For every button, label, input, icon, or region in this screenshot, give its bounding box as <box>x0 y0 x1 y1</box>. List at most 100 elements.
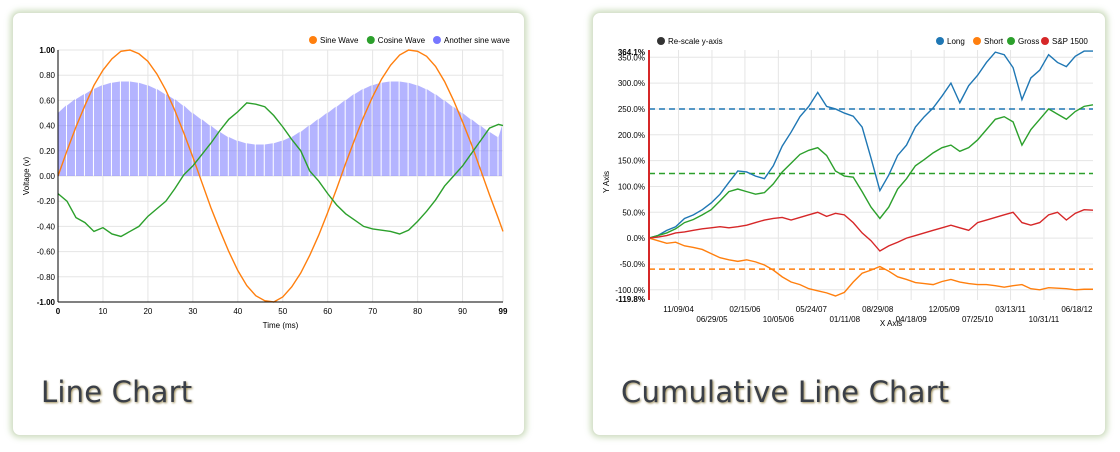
area-segment <box>408 82 417 176</box>
area-segment <box>201 119 210 176</box>
area-segment <box>336 100 345 176</box>
x-tick-label: 70 <box>368 307 377 316</box>
area-segment <box>192 113 201 176</box>
area-segment <box>102 82 111 176</box>
x-tick-label: 10/05/06 <box>763 315 795 324</box>
legend-marker[interactable] <box>309 36 317 44</box>
legend-item-label[interactable]: S&P 1500 <box>1052 37 1088 46</box>
x-axis-label: X Axis <box>880 319 902 328</box>
legend-marker[interactable] <box>433 36 441 44</box>
legend-item-label[interactable]: Gross <box>1018 37 1039 46</box>
x-tick-label: 06/18/12 <box>1061 305 1093 314</box>
area-segment <box>444 100 453 176</box>
area-segment <box>165 94 174 176</box>
area-segment <box>282 136 291 176</box>
area-segment <box>255 144 264 176</box>
legend: Sine Wave Cosine Wave Another sine wave <box>309 36 510 45</box>
area-segment <box>372 82 381 176</box>
area-segment <box>327 106 336 176</box>
area-segment <box>435 94 444 176</box>
area-segment <box>318 113 327 176</box>
area-segment <box>363 85 372 176</box>
x-tick-label: 02/15/06 <box>729 305 761 314</box>
y-max-label: 364.1% <box>618 48 645 57</box>
y-tick-label: -100.0% <box>615 286 645 295</box>
area-segment <box>354 89 363 176</box>
area-segment <box>273 140 282 176</box>
area-segment <box>156 89 165 176</box>
area-segment <box>426 89 435 176</box>
y-tick-label: 0.00 <box>39 172 55 181</box>
area-segment <box>93 85 102 176</box>
y-tick-label: 300.0% <box>618 79 645 88</box>
area-segment <box>462 113 471 176</box>
rescale-toggle-icon[interactable] <box>657 37 665 45</box>
x-tick-label: 06/29/05 <box>696 315 728 324</box>
series-line-gross <box>648 104 1094 239</box>
y-tick-label: 1.00 <box>39 46 55 55</box>
x-tick-label: 07/25/10 <box>962 315 994 324</box>
area-segment <box>480 125 489 176</box>
series-line-s-p-1500 <box>648 208 1094 252</box>
series-line-sine-wave <box>57 49 504 303</box>
y-tick-label: 100.0% <box>618 182 645 191</box>
x-tick-label: 99 <box>499 307 508 316</box>
area-segment <box>417 85 426 176</box>
area-segment <box>498 125 502 176</box>
legend-item-label[interactable]: Short <box>984 37 1004 46</box>
x-tick-label: 60 <box>323 307 332 316</box>
x-tick-label: 04/18/09 <box>896 315 928 324</box>
area-segment <box>300 125 309 176</box>
area-segment <box>489 131 498 176</box>
y-tick-label: 150.0% <box>618 157 645 166</box>
area-segment <box>138 82 147 176</box>
area-segment <box>219 131 228 176</box>
legend-marker[interactable] <box>973 37 981 45</box>
card-title-cumulative-line-chart[interactable]: Cumulative Line Chart <box>621 375 950 409</box>
legend-marker[interactable] <box>1007 37 1015 45</box>
y-tick-label: 0.80 <box>39 71 55 80</box>
line-chart-svg: -1.00 -0.80 -0.60 -0.40 -0.20 0.00 0.20 0.40 0.6… <box>22 36 510 330</box>
card-title-line-chart[interactable]: Line Chart <box>41 375 193 409</box>
area-segment <box>84 89 93 176</box>
series-line-long <box>648 50 1093 239</box>
area-segment <box>174 99 183 176</box>
legend-marker[interactable] <box>1041 37 1049 45</box>
y-tick-label: 0.40 <box>39 122 55 131</box>
x-tick-label: 11/09/04 <box>663 305 694 314</box>
x-tick-label: 30 <box>188 307 197 316</box>
legend-item-label[interactable]: Cosine Wave <box>378 36 426 45</box>
x-tick-label: 03/13/11 <box>995 305 1026 314</box>
area-segment <box>399 81 408 176</box>
cumulative-line-chart-card[interactable]: -100.0% -50.0% 0.0% 50.0% 100.0% 150.0% 200.0%… <box>592 12 1106 436</box>
area-segment <box>246 143 255 176</box>
x-tick-label: 08/29/08 <box>862 305 894 314</box>
area-segment <box>291 131 300 176</box>
y-tick-label: 200.0% <box>618 131 645 140</box>
legend-item-label[interactable]: Long <box>947 37 965 46</box>
series-line-cosine-wave <box>57 102 504 238</box>
x-tick-label: 80 <box>413 307 422 316</box>
legend-marker[interactable] <box>936 37 944 45</box>
area-segment <box>264 143 273 176</box>
x-tick-label: 10/31/11 <box>1029 315 1060 324</box>
y-tick-label: 0.0% <box>627 234 645 243</box>
legend: Long Short Gross S&P 1500 <box>936 37 1088 46</box>
x-axis-label: Time (ms) <box>263 321 299 330</box>
x-tick-label: 10 <box>98 307 107 316</box>
legend-item-label[interactable]: Another sine wave <box>444 36 510 45</box>
area-segment <box>453 106 462 176</box>
area-segment <box>120 81 129 176</box>
legend-marker[interactable] <box>366 36 375 44</box>
area-segment <box>237 140 246 176</box>
y-tick-label: 50.0% <box>622 208 645 217</box>
line-chart-card[interactable]: -1.00 -0.80 -0.60 -0.40 -0.20 0.00 0.20 0.40 0.6… <box>12 12 525 436</box>
y-tick-label: 0.60 <box>39 96 55 105</box>
area-segment <box>66 99 75 176</box>
x-tick-label: 20 <box>143 307 152 316</box>
rescale-y-axis-control[interactable]: Re-scale y-axis <box>668 37 723 46</box>
legend-item-label[interactable]: Sine Wave <box>320 36 359 45</box>
x-tick-label: 50 <box>278 307 287 316</box>
area-segment <box>309 119 318 176</box>
area-segment <box>228 136 237 176</box>
